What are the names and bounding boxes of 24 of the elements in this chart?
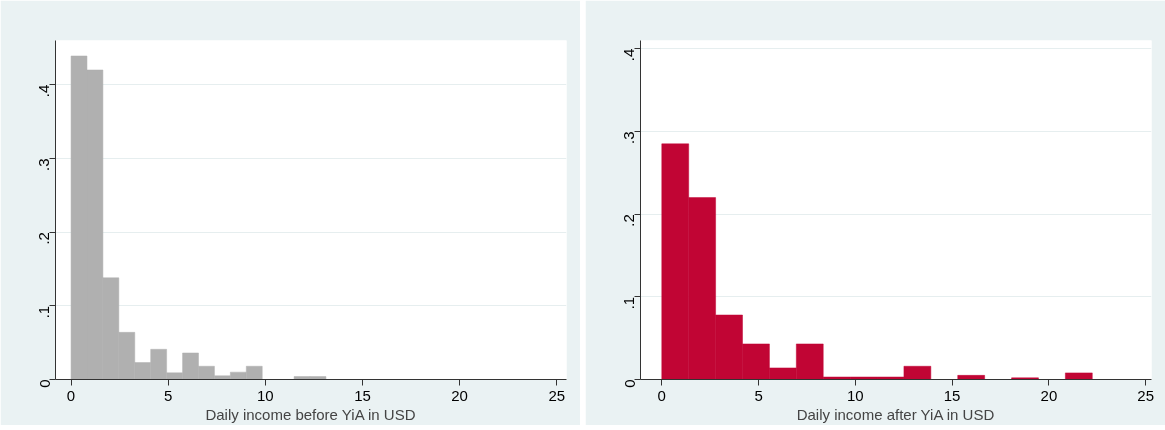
y-tick-label: .2 [35, 232, 53, 245]
x-tick-label: 15 [943, 386, 961, 404]
y-tick-label: .1 [620, 296, 638, 310]
x-tick-label: 0 [657, 386, 666, 404]
x-tick-label: 10 [847, 386, 864, 404]
y-tick-label: .1 [35, 305, 53, 319]
x-tick-label: 20 [1040, 386, 1058, 404]
x-tick-label: 10 [257, 386, 274, 404]
x-tick-label: 20 [451, 386, 468, 404]
x-tick-label: 15 [354, 386, 371, 404]
y-tick-label: .3 [620, 131, 638, 144]
y-tick-label: .4 [35, 84, 53, 98]
y-tick-label: .3 [35, 158, 53, 171]
x-tick-label: 5 [754, 386, 763, 404]
x-tick-label: 5 [164, 386, 173, 404]
y-tick-label: 0 [35, 379, 53, 388]
x-tick-label: 25 [548, 386, 566, 404]
y-tick-label: 0 [620, 379, 638, 388]
y-tick-label: .4 [620, 48, 638, 62]
y-tick-label: .2 [620, 214, 638, 227]
x-tick-label: 25 [1137, 386, 1155, 404]
x-tick-label: 0 [66, 386, 76, 404]
x-axis-title: Daily income before YiA in USD [205, 405, 416, 423]
x-axis-title: Daily income after YiA in USD [796, 405, 995, 423]
